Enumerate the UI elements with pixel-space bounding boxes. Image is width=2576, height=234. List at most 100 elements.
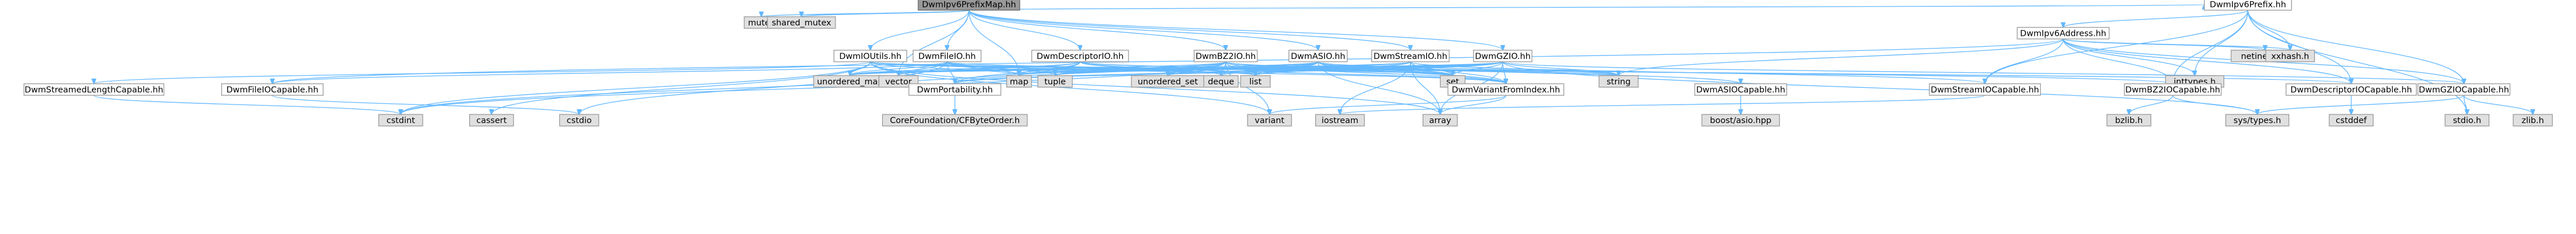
node-label: tuple — [1044, 77, 1066, 87]
node-unordered_map[interactable]: unordered_map — [813, 75, 887, 88]
node-bz2iocap[interactable]: DwmBZ2IOCapable.hh — [2124, 83, 2222, 96]
node-cfbyteorder[interactable]: CoreFoundation/CFByteOrder.h — [882, 114, 1028, 127]
edge-root-to-shared_mutex — [801, 9, 970, 17]
node-deque[interactable]: deque — [1203, 75, 1239, 88]
node-ioutils[interactable]: DwmIOUtils.hh — [833, 50, 907, 62]
edge-streamio-to-array — [1410, 61, 1440, 114]
edge-gzio-to-gziocap — [1502, 61, 2464, 84]
node-label: map — [1009, 77, 1028, 87]
node-fileio[interactable]: DwmFileIO.hh — [912, 50, 982, 62]
node-label: variant — [1254, 116, 1285, 125]
node-boostasio[interactable]: boost/asio.hpp — [1701, 114, 1780, 127]
node-vector[interactable]: vector — [878, 75, 919, 88]
node-box — [878, 75, 919, 88]
node-portability[interactable]: DwmPortability.hh — [908, 83, 1001, 96]
node-box — [221, 83, 324, 96]
node-box — [2106, 114, 2151, 127]
node-box — [2512, 114, 2553, 127]
node-shared_mutex[interactable]: shared_mutex — [767, 16, 836, 29]
node-label: DwmBZ2IOCapable.hh — [2125, 86, 2220, 95]
node-gzio[interactable]: DwmGZIO.hh — [1473, 50, 1532, 62]
node-box — [2017, 27, 2110, 40]
edge-root-to-ioutils — [870, 10, 970, 50]
node-streamedlen[interactable]: DwmStreamedLengthCapable.hh — [23, 83, 165, 96]
node-box — [2204, 0, 2292, 11]
node-variant[interactable]: variant — [1247, 114, 1292, 127]
node-streamio[interactable]: DwmStreamIO.hh — [1371, 50, 1450, 62]
node-cstddef[interactable]: cstddef — [2329, 114, 2374, 127]
node-box — [1422, 114, 1458, 127]
node-variantfromindex[interactable]: DwmVariantFromIndex.hh — [1447, 83, 1565, 96]
edge-streamio-to-iostream — [1340, 61, 1411, 114]
node-box — [2124, 83, 2222, 96]
node-label: DwmIpv6Address.hh — [2020, 29, 2106, 38]
node-box — [1694, 83, 1787, 96]
edge-gzio-to-portability — [955, 61, 1504, 84]
node-asio[interactable]: DwmASIO.hh — [1288, 50, 1348, 62]
edge-ipv6prefix-to-xxhash — [2247, 10, 2290, 50]
node-box — [2444, 114, 2490, 127]
edge-ioutils-to-streamedlen — [94, 61, 871, 84]
node-systypes[interactable]: sys/types.h — [2225, 114, 2289, 127]
node-ipv6address[interactable]: DwmIpv6Address.hh — [2017, 27, 2110, 40]
edges-layer — [94, 5, 2533, 114]
edge-streamedlen-to-cstdint — [93, 95, 401, 114]
node-box — [833, 50, 907, 62]
nodes-layer: DwmIpv6PrefixMap.hhmutexshared_mutexDwmI… — [23, 0, 2553, 127]
node-box — [1315, 114, 1365, 127]
edge-ipv6address-to-string — [1619, 38, 2064, 75]
node-bzlib[interactable]: bzlib.h — [2106, 114, 2151, 127]
node-label: DwmGZIOCapable.hh — [2419, 86, 2509, 95]
node-box — [559, 114, 599, 127]
node-cstdint[interactable]: cstdint — [378, 114, 424, 127]
node-descriptorio[interactable]: DwmDescriptorIO.hh — [1031, 50, 1129, 62]
edge-bz2iocap-to-systypes — [2172, 95, 2257, 114]
node-box — [767, 16, 836, 29]
node-cstdio[interactable]: cstdio — [559, 114, 599, 127]
node-cassert[interactable]: cassert — [469, 114, 514, 127]
node-label: bzlib.h — [2115, 116, 2143, 125]
node-array[interactable]: array — [1422, 114, 1458, 127]
node-label: DwmGZIO.hh — [1475, 52, 1530, 61]
node-bzio[interactable]: DwmBZ2IO.hh — [1193, 50, 1258, 62]
node-list[interactable]: list — [1240, 75, 1271, 88]
edge-ipv6prefix-to-inttypes — [2195, 10, 2248, 76]
node-label: sys/types.h — [2233, 116, 2281, 125]
node-box — [1037, 75, 1073, 88]
node-ipv6prefix[interactable]: DwmIpv6Prefix.hh — [2204, 0, 2292, 11]
node-unordered_set[interactable]: unordered_set — [1131, 75, 1205, 88]
edge-gzio-to-set — [1453, 61, 1504, 76]
node-asiocap[interactable]: DwmASIOCapable.hh — [1694, 83, 1787, 96]
edge-gzio-to-tuple — [1055, 61, 1504, 76]
node-box — [1203, 75, 1239, 88]
node-tuple[interactable]: tuple — [1037, 75, 1073, 88]
node-label: cstddef — [2336, 116, 2367, 125]
node-xxhash[interactable]: xxhash.h — [2265, 50, 2315, 62]
node-stdioh[interactable]: stdio.h — [2444, 114, 2490, 127]
node-box — [1598, 75, 1639, 88]
node-descriptoriocap[interactable]: DwmDescriptorIOCapable.hh — [2285, 83, 2417, 96]
node-label: vector — [885, 77, 912, 87]
node-label: DwmFileIO.hh — [918, 52, 976, 61]
node-label: DwmIOUtils.hh — [839, 52, 901, 61]
node-label: DwmStreamedLengthCapable.hh — [25, 86, 164, 95]
edge-ipv6prefix-to-streamiocap — [1985, 10, 2248, 84]
node-string[interactable]: string — [1598, 75, 1639, 88]
node-map[interactable]: map — [1006, 75, 1032, 88]
node-box — [2329, 114, 2374, 127]
edge-bzio-to-cstdint — [401, 61, 1226, 114]
node-label: DwmIpv6PrefixMap.hh — [922, 1, 1016, 10]
node-label: CoreFoundation/CFByteOrder.h — [890, 116, 1020, 125]
edge-root-to-gzio — [968, 10, 1503, 50]
node-root[interactable]: DwmIpv6PrefixMap.hh — [918, 0, 1020, 11]
node-zlib[interactable]: zlib.h — [2512, 114, 2553, 127]
node-fileiocap[interactable]: DwmFileIOCapable.hh — [221, 83, 324, 96]
node-label: shared_mutex — [772, 18, 832, 28]
node-label: xxhash.h — [2271, 52, 2309, 61]
node-box — [469, 114, 514, 127]
node-box — [1006, 75, 1032, 88]
node-iostream[interactable]: iostream — [1315, 114, 1365, 127]
node-gziocap[interactable]: DwmGZIOCapable.hh — [2417, 83, 2511, 96]
node-streamiocap[interactable]: DwmStreamIOCapable.hh — [1929, 83, 2041, 96]
